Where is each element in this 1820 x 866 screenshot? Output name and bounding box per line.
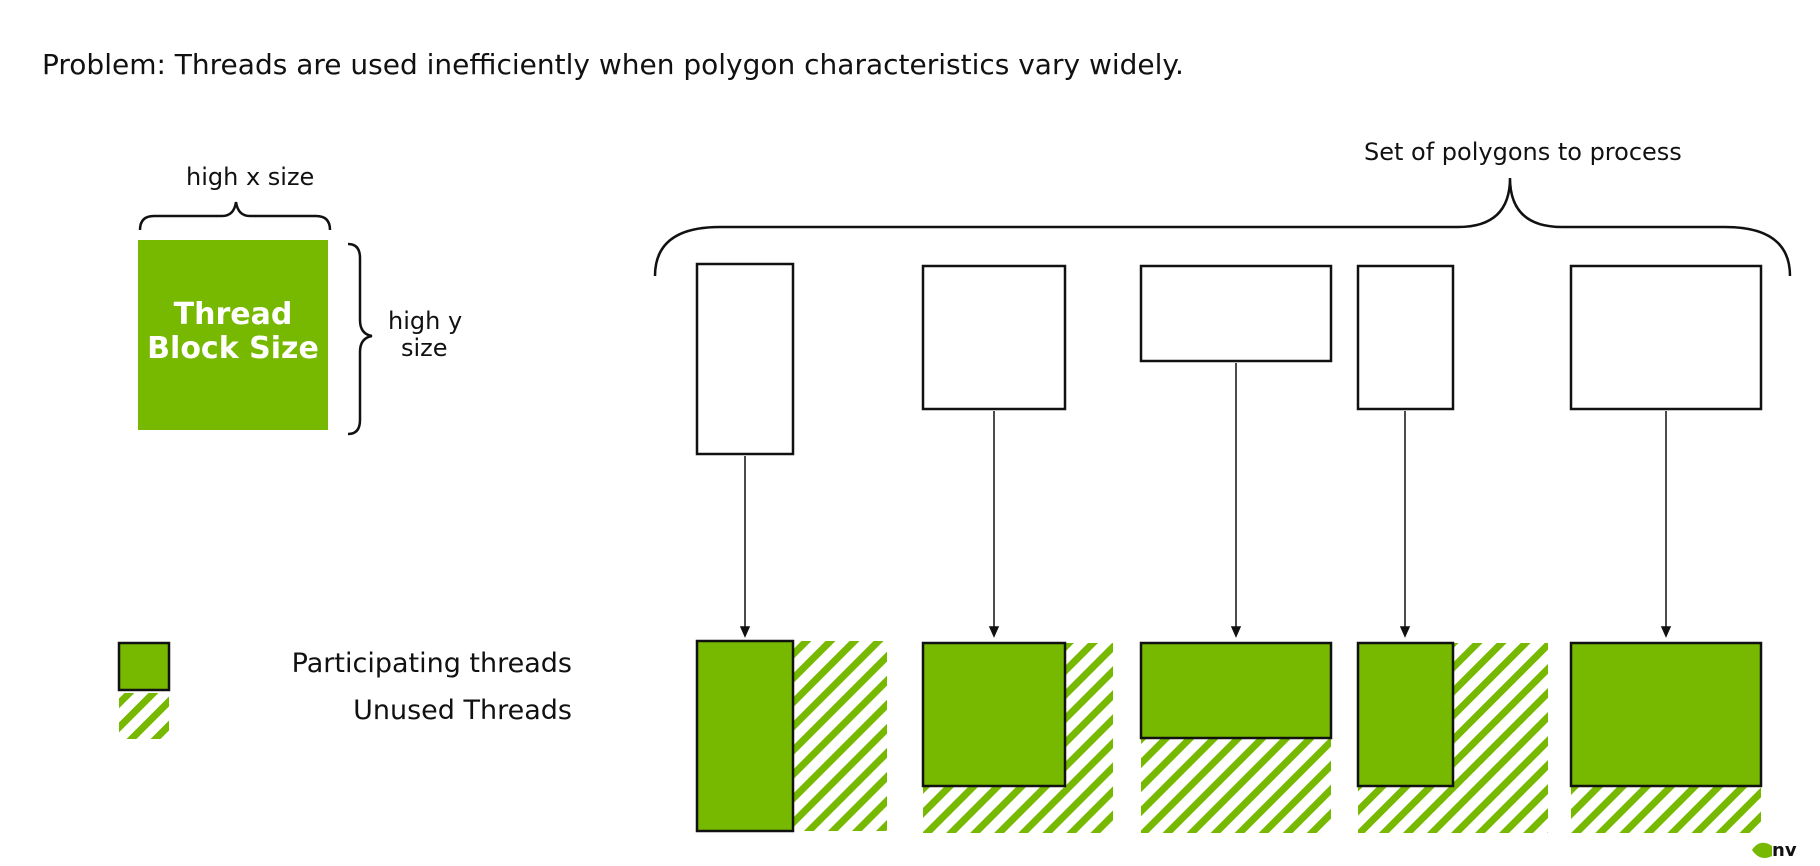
legend-participating-label: Participating threads	[291, 648, 572, 679]
legend-unused-swatch	[119, 693, 169, 739]
polygon-set-label: Set of polygons to process	[1364, 138, 1682, 166]
thread-block-label: Thread Block Size	[138, 298, 328, 366]
arrow-4-head	[1399, 626, 1411, 638]
legend-unused-label: Unused Threads	[353, 695, 572, 726]
nvidia-logo-icon	[1752, 842, 1772, 858]
arrow-3-head	[1230, 626, 1242, 638]
page-title: Problem: Threads are used inefficiently …	[42, 48, 1184, 81]
polygon-set-brace	[653, 177, 1792, 277]
nvidia-logo-text: nv	[1772, 840, 1797, 861]
thread-block-square	[138, 240, 328, 430]
block-2-participating	[921, 641, 1067, 788]
x-size-brace	[138, 201, 332, 231]
y-size-label-line1: high y	[388, 307, 463, 335]
polygon-3	[1139, 264, 1333, 363]
x-size-label: high x size	[186, 163, 315, 191]
thread-block-label-line2: Block Size	[147, 331, 319, 366]
polygon-4	[1356, 264, 1455, 411]
y-size-label-line2: size	[401, 334, 448, 362]
block-5-participating	[1569, 641, 1763, 788]
thread-block-label-line1: Thread	[173, 297, 293, 332]
block-3-participating	[1139, 641, 1333, 740]
arrow-1-head	[739, 626, 751, 638]
arrow-5-head	[1660, 626, 1672, 638]
polygon-2	[921, 264, 1067, 411]
block-4-participating	[1356, 641, 1455, 788]
y-size-brace	[347, 242, 373, 436]
arrow-2-head	[988, 626, 1000, 638]
polygon-5	[1569, 264, 1763, 411]
legend-participating-swatch	[117, 641, 171, 692]
block-1-participating	[695, 639, 795, 833]
polygon-1	[695, 262, 795, 456]
